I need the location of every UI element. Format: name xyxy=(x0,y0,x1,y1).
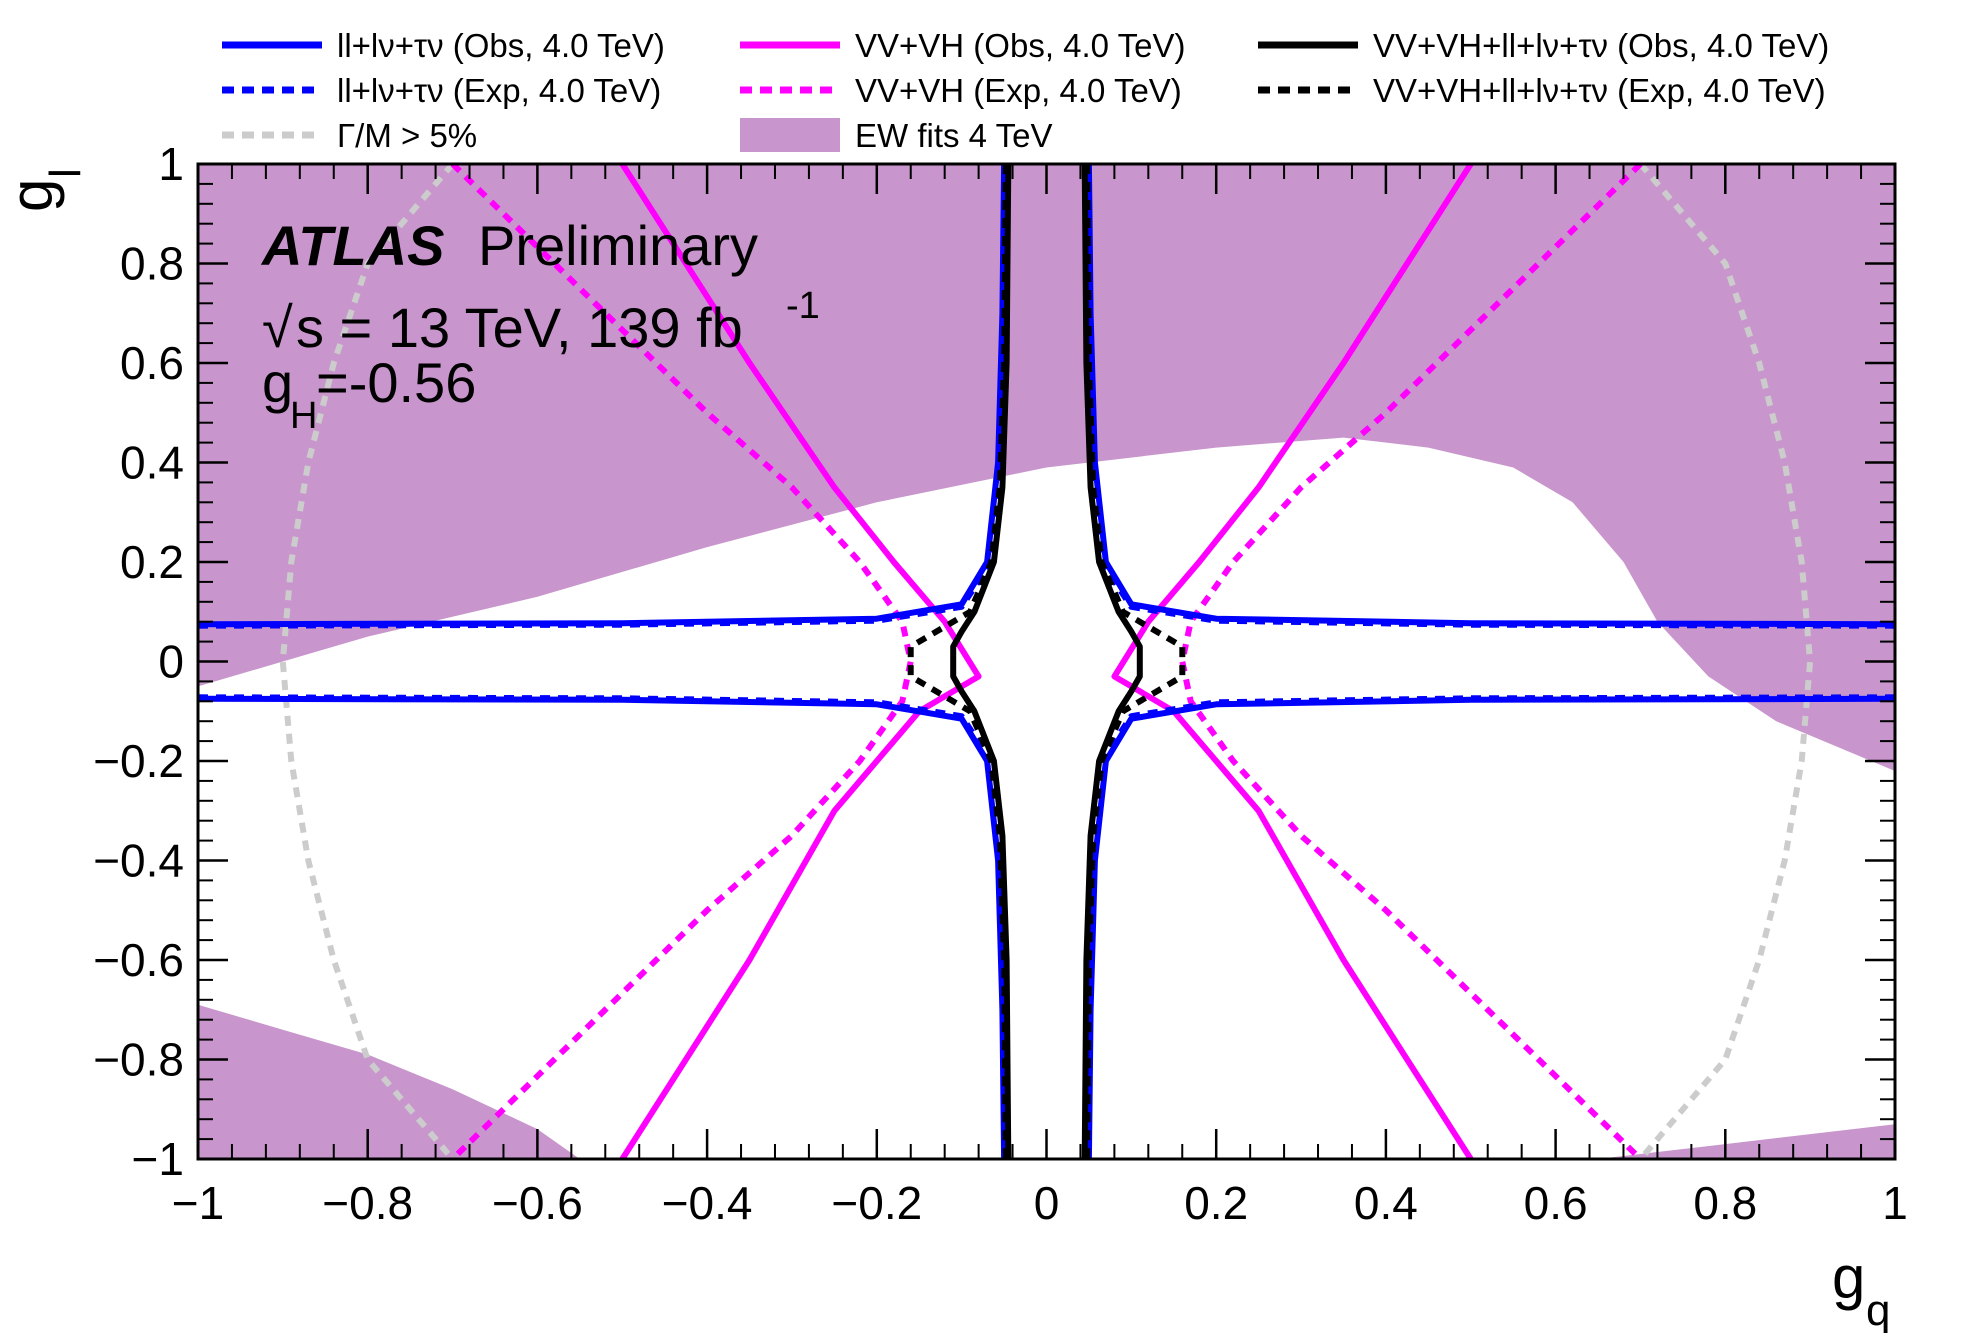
y-tick-label: −0.6 xyxy=(93,934,184,986)
x-tick-label: 0.8 xyxy=(1693,1177,1757,1229)
y-axis-title-group: g l xyxy=(0,168,90,212)
preliminary-label: Preliminary xyxy=(478,214,758,277)
y-tick-label: −0.4 xyxy=(93,835,184,887)
legend: ll+lν+τν (Obs, 4.0 TeV) ll+lν+τν (Exp, 4.… xyxy=(222,27,1829,154)
legend-label: EW fits 4 TeV xyxy=(855,117,1052,154)
legend-entry-vv-vh-obs-4-0-tev: VV+VH (Obs, 4.0 TeV) xyxy=(740,27,1185,64)
y-tick-label: −0.8 xyxy=(93,1034,184,1086)
atlas-label: ATLAS xyxy=(260,214,445,277)
legend-entry-ll-l-obs-4-0-tev: ll+lν+τν (Obs, 4.0 TeV) xyxy=(222,27,665,64)
legend-entry-ll-l-exp-4-0-tev: ll+lν+τν (Exp, 4.0 TeV) xyxy=(222,72,661,109)
legend-entry-vv-vh-ll-l-obs-4-0-tev: VV+VH+ll+lν+τν (Obs, 4.0 TeV) xyxy=(1258,27,1829,64)
gh-value: =-0.56 xyxy=(316,351,476,414)
x-tick-label: −0.4 xyxy=(662,1177,753,1229)
x-tick-label: 0.2 xyxy=(1184,1177,1248,1229)
y-tick-label: −1 xyxy=(132,1133,184,1185)
ew-fit-region-1 xyxy=(198,164,1895,771)
y-axis-title-subscript: l xyxy=(41,168,90,178)
series-line-vv-vh-obs-4-0-tev-1 xyxy=(619,164,982,1159)
x-axis-title: g xyxy=(1832,1244,1865,1311)
energy-lumi-label: s = 13 TeV, 139 fb xyxy=(296,296,743,359)
series-line-m-5-1 xyxy=(279,164,455,1159)
x-tick-label: −0.6 xyxy=(492,1177,583,1229)
y-tick-label: 0.8 xyxy=(120,238,184,290)
ew-fit-region-3 xyxy=(1598,1124,1895,1159)
y-axis-title: g xyxy=(0,179,65,212)
x-tick-label: 0.4 xyxy=(1354,1177,1418,1229)
legend-label: ll+lν+τν (Exp, 4.0 TeV) xyxy=(337,72,661,109)
y-tick-label: 0.2 xyxy=(120,536,184,588)
legend-entry-ew-fits-4-tev: EW fits 4 TeV xyxy=(740,117,1052,154)
legend-swatch-fill xyxy=(740,118,840,152)
x-tick-label: 0 xyxy=(1034,1177,1060,1229)
series-line-ll-l-obs-4-0-tev-4 xyxy=(1085,695,1895,1159)
x-tick-label: 0.6 xyxy=(1524,1177,1588,1229)
legend-label: VV+VH (Exp, 4.0 TeV) xyxy=(855,72,1182,109)
legend-label: VV+VH (Obs, 4.0 TeV) xyxy=(855,27,1185,64)
y-tick-label: −0.2 xyxy=(93,735,184,787)
x-axis-title-subscript: q xyxy=(1866,1286,1890,1333)
series-line-vv-vh-ll-l-obs-4-0-tev-1 xyxy=(950,164,1012,1159)
series-line-vv-vh-ll-l-obs-4-0-tev-2 xyxy=(1081,164,1143,1159)
legend-entry-vv-vh-ll-l-exp-4-0-tev: VV+VH+ll+lν+τν (Exp, 4.0 TeV) xyxy=(1258,72,1826,109)
legend-entry-vv-vh-exp-4-0-tev: VV+VH (Exp, 4.0 TeV) xyxy=(740,72,1182,109)
series-line-vv-vh-exp-4-0-tev-2 xyxy=(1179,164,1643,1159)
series-line-ll-l-obs-4-0-tev-3 xyxy=(1085,164,1895,628)
axes: −1 −0.8 −0.6 −0.4 −0.2 0 0.2 0.4 0.6 0.8 1 1 0.8 0.6 0… xyxy=(93,138,1908,1229)
x-tick-label: −0.8 xyxy=(322,1177,413,1229)
y-tick-label: 0.4 xyxy=(120,437,184,489)
legend-label: VV+VH+ll+lν+τν (Obs, 4.0 TeV) xyxy=(1373,27,1829,64)
series-line-ll-l-obs-4-0-tev-2 xyxy=(198,695,1008,1159)
legend-entry-m-5: Γ/M > 5% xyxy=(222,117,477,154)
y-tick-label: 0 xyxy=(158,636,184,688)
y-tick-label: 0.6 xyxy=(120,337,184,389)
series-line-vv-vh-exp-4-0-tev-1 xyxy=(450,164,914,1159)
series-line-ll-l-exp-4-0-tev-4 xyxy=(1082,694,1895,1159)
lumi-superscript: -1 xyxy=(786,285,820,327)
legend-label: Γ/M > 5% xyxy=(337,117,477,154)
y-tick-label: 1 xyxy=(158,138,184,190)
series-line-ll-l-obs-4-0-tev-1 xyxy=(198,164,1008,628)
legend-label: ll+lν+τν (Obs, 4.0 TeV) xyxy=(337,27,665,64)
sqrt-symbol: √ xyxy=(262,296,293,359)
series-line-m-5-2 xyxy=(1638,164,1814,1159)
contour-lines xyxy=(198,164,1895,1159)
plot-area xyxy=(198,164,1895,1159)
x-tick-label: 1 xyxy=(1882,1177,1908,1229)
gh-subscript: H xyxy=(290,395,317,437)
series-line-vv-vh-obs-4-0-tev-2 xyxy=(1111,164,1474,1159)
x-tick-label: −1 xyxy=(172,1177,224,1229)
gh-label: g xyxy=(262,351,293,414)
legend-label: VV+VH+ll+lν+τν (Exp, 4.0 TeV) xyxy=(1373,72,1826,109)
x-tick-label: −0.2 xyxy=(831,1177,922,1229)
